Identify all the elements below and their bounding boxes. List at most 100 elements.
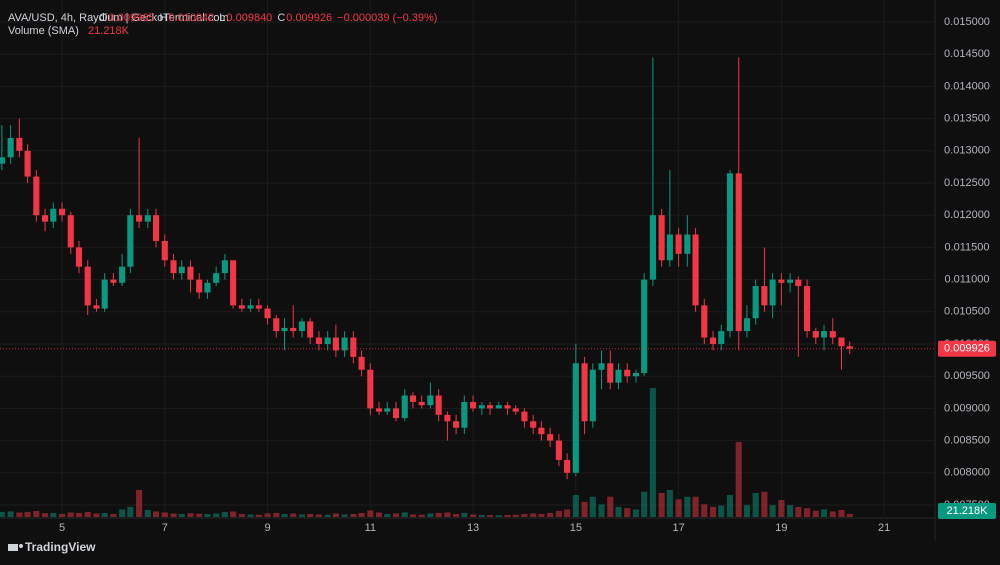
candle-body [7, 137, 14, 158]
last-price-box [938, 340, 996, 357]
candle-body [615, 369, 622, 383]
candle-body [504, 405, 511, 409]
volume-bar [127, 506, 134, 517]
candle-body [33, 176, 40, 216]
volume-bar [298, 514, 306, 517]
x-tick-label: 13 [467, 522, 479, 534]
candle-body [110, 279, 117, 283]
y-tick-label: 0.012000 [944, 209, 990, 221]
volume-bar [161, 512, 168, 517]
volume-bar [453, 513, 460, 517]
candle-body [367, 369, 374, 409]
x-tick-label: 19 [775, 522, 787, 534]
volume-bar [649, 388, 656, 517]
volume-bar [829, 511, 836, 517]
volume-bar [101, 512, 108, 517]
candle-body [247, 305, 254, 309]
candle-body [743, 318, 750, 332]
candle-body [846, 346, 853, 349]
volume-bar [93, 513, 100, 517]
candle-body [658, 215, 665, 261]
candle-body [58, 208, 66, 216]
volume-bar [701, 504, 708, 517]
y-tick-label: 0.014000 [944, 80, 990, 92]
volume-bar [170, 513, 177, 517]
volume-bar [409, 514, 417, 517]
candle-body [453, 421, 460, 428]
volume-bar [512, 514, 519, 517]
volume-bar [624, 508, 631, 517]
candle-body [701, 305, 708, 338]
ohlc-key: L [219, 12, 225, 24]
candle-body [632, 372, 640, 377]
volume-bar [401, 512, 408, 517]
candle-body [692, 234, 699, 306]
volume-bar [24, 511, 31, 517]
candle-body [547, 434, 554, 441]
volume-bar [804, 508, 811, 517]
candle-body [119, 266, 126, 283]
volume-bar [264, 513, 271, 517]
volume-bar [743, 505, 750, 517]
candle-body [264, 308, 271, 319]
candle-body [538, 427, 545, 435]
volume-sma-value: 21.218K [88, 25, 130, 37]
volume-bar [84, 511, 91, 517]
candle-body [512, 408, 519, 412]
y-tick-label: 0.013000 [944, 145, 990, 157]
candle-body [589, 369, 596, 422]
volume-bar [495, 515, 502, 517]
volume-bar [692, 496, 699, 517]
ohlc-value: 0.009840 [226, 12, 272, 24]
volume-bar [67, 512, 74, 517]
volume-bar [615, 506, 622, 517]
candle-body [384, 408, 391, 412]
ohlc-header: O 0.009965 H 0.010042 L 0.009840 C 0.009926 −0.0… [99, 12, 437, 24]
volume-bar [486, 514, 494, 517]
volume-bar [607, 496, 614, 517]
candle-body [16, 137, 23, 151]
volume-bar [392, 513, 400, 517]
candle-body [273, 318, 280, 332]
x-tick-label: 15 [570, 522, 582, 534]
volume-bar [384, 513, 391, 517]
volume-bar [538, 513, 545, 517]
candle-body [350, 337, 357, 357]
candles [0, 57, 853, 480]
volume-bar [247, 514, 254, 517]
grid [0, 0, 935, 518]
candle-body [298, 321, 306, 332]
candle-body [341, 337, 348, 351]
candle-body [572, 363, 579, 473]
volume-bar [838, 509, 845, 517]
candle-body [230, 260, 237, 306]
candle-body [42, 215, 49, 222]
y-tick-label: 0.015000 [944, 16, 990, 28]
candle-body [427, 395, 434, 406]
volume-bar [820, 509, 828, 517]
volume-bar [846, 513, 853, 517]
candle-body [769, 279, 776, 306]
volume-sma-box [938, 503, 996, 519]
candle-body [375, 408, 383, 412]
candle-body [392, 408, 400, 419]
volume-bar [281, 513, 288, 517]
y-tick-label: 0.009000 [944, 402, 990, 414]
candle-body [418, 401, 425, 406]
candle-body [684, 234, 691, 254]
volume-bar [769, 505, 776, 517]
volume-bar [152, 511, 160, 517]
volume-bar [589, 496, 596, 517]
x-tick-label: 21 [878, 522, 890, 534]
volume-bar [632, 509, 640, 517]
ohlc-key: H [159, 12, 167, 24]
y-tick-label: 0.012500 [944, 177, 990, 189]
candle-body [709, 337, 717, 344]
volume-bar [795, 506, 802, 517]
candle-body [307, 321, 314, 338]
volume-bar [110, 513, 117, 517]
x-tick-label: 17 [672, 522, 684, 534]
volume-bar [478, 514, 485, 517]
candle-body [401, 395, 408, 419]
